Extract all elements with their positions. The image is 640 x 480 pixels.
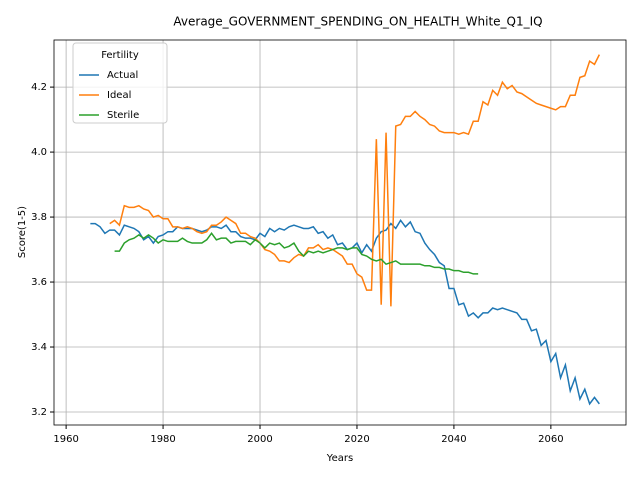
y-tick-label: 3.4 (31, 342, 47, 353)
axes-frame (53, 39, 627, 426)
x-tick-label: 1960 (53, 434, 78, 445)
x-tick-label: 2060 (538, 434, 563, 445)
legend-label: Ideal (107, 90, 131, 101)
line-series (114, 232, 479, 275)
line-series (109, 54, 601, 307)
x-axis-label: Years (326, 453, 353, 464)
y-tick-label: 4.2 (31, 82, 47, 93)
x-tick-label: 1980 (150, 434, 175, 445)
line-series (90, 218, 600, 406)
legend-label: Sterile (107, 110, 139, 121)
legend-box (72, 42, 168, 124)
y-tick-label: 3.8 (31, 212, 47, 223)
legend-title: Fertility (101, 50, 139, 61)
x-tick-label: 2040 (441, 434, 466, 445)
y-tick-label: 4.0 (31, 147, 47, 158)
legend-label: Actual (107, 70, 138, 81)
y-axis-label: Score(1-5) (17, 206, 28, 258)
legend: Fertility Actual Ideal Sterile (72, 42, 168, 124)
x-tick-label: 2020 (344, 434, 369, 445)
y-tick-label: 3.6 (31, 277, 47, 288)
x-tick-label: 2000 (247, 434, 272, 445)
chart-title: Average_GOVERNMENT_SPENDING_ON_HEALTH_Wh… (173, 15, 542, 29)
y-tick-label: 3.2 (31, 407, 47, 418)
